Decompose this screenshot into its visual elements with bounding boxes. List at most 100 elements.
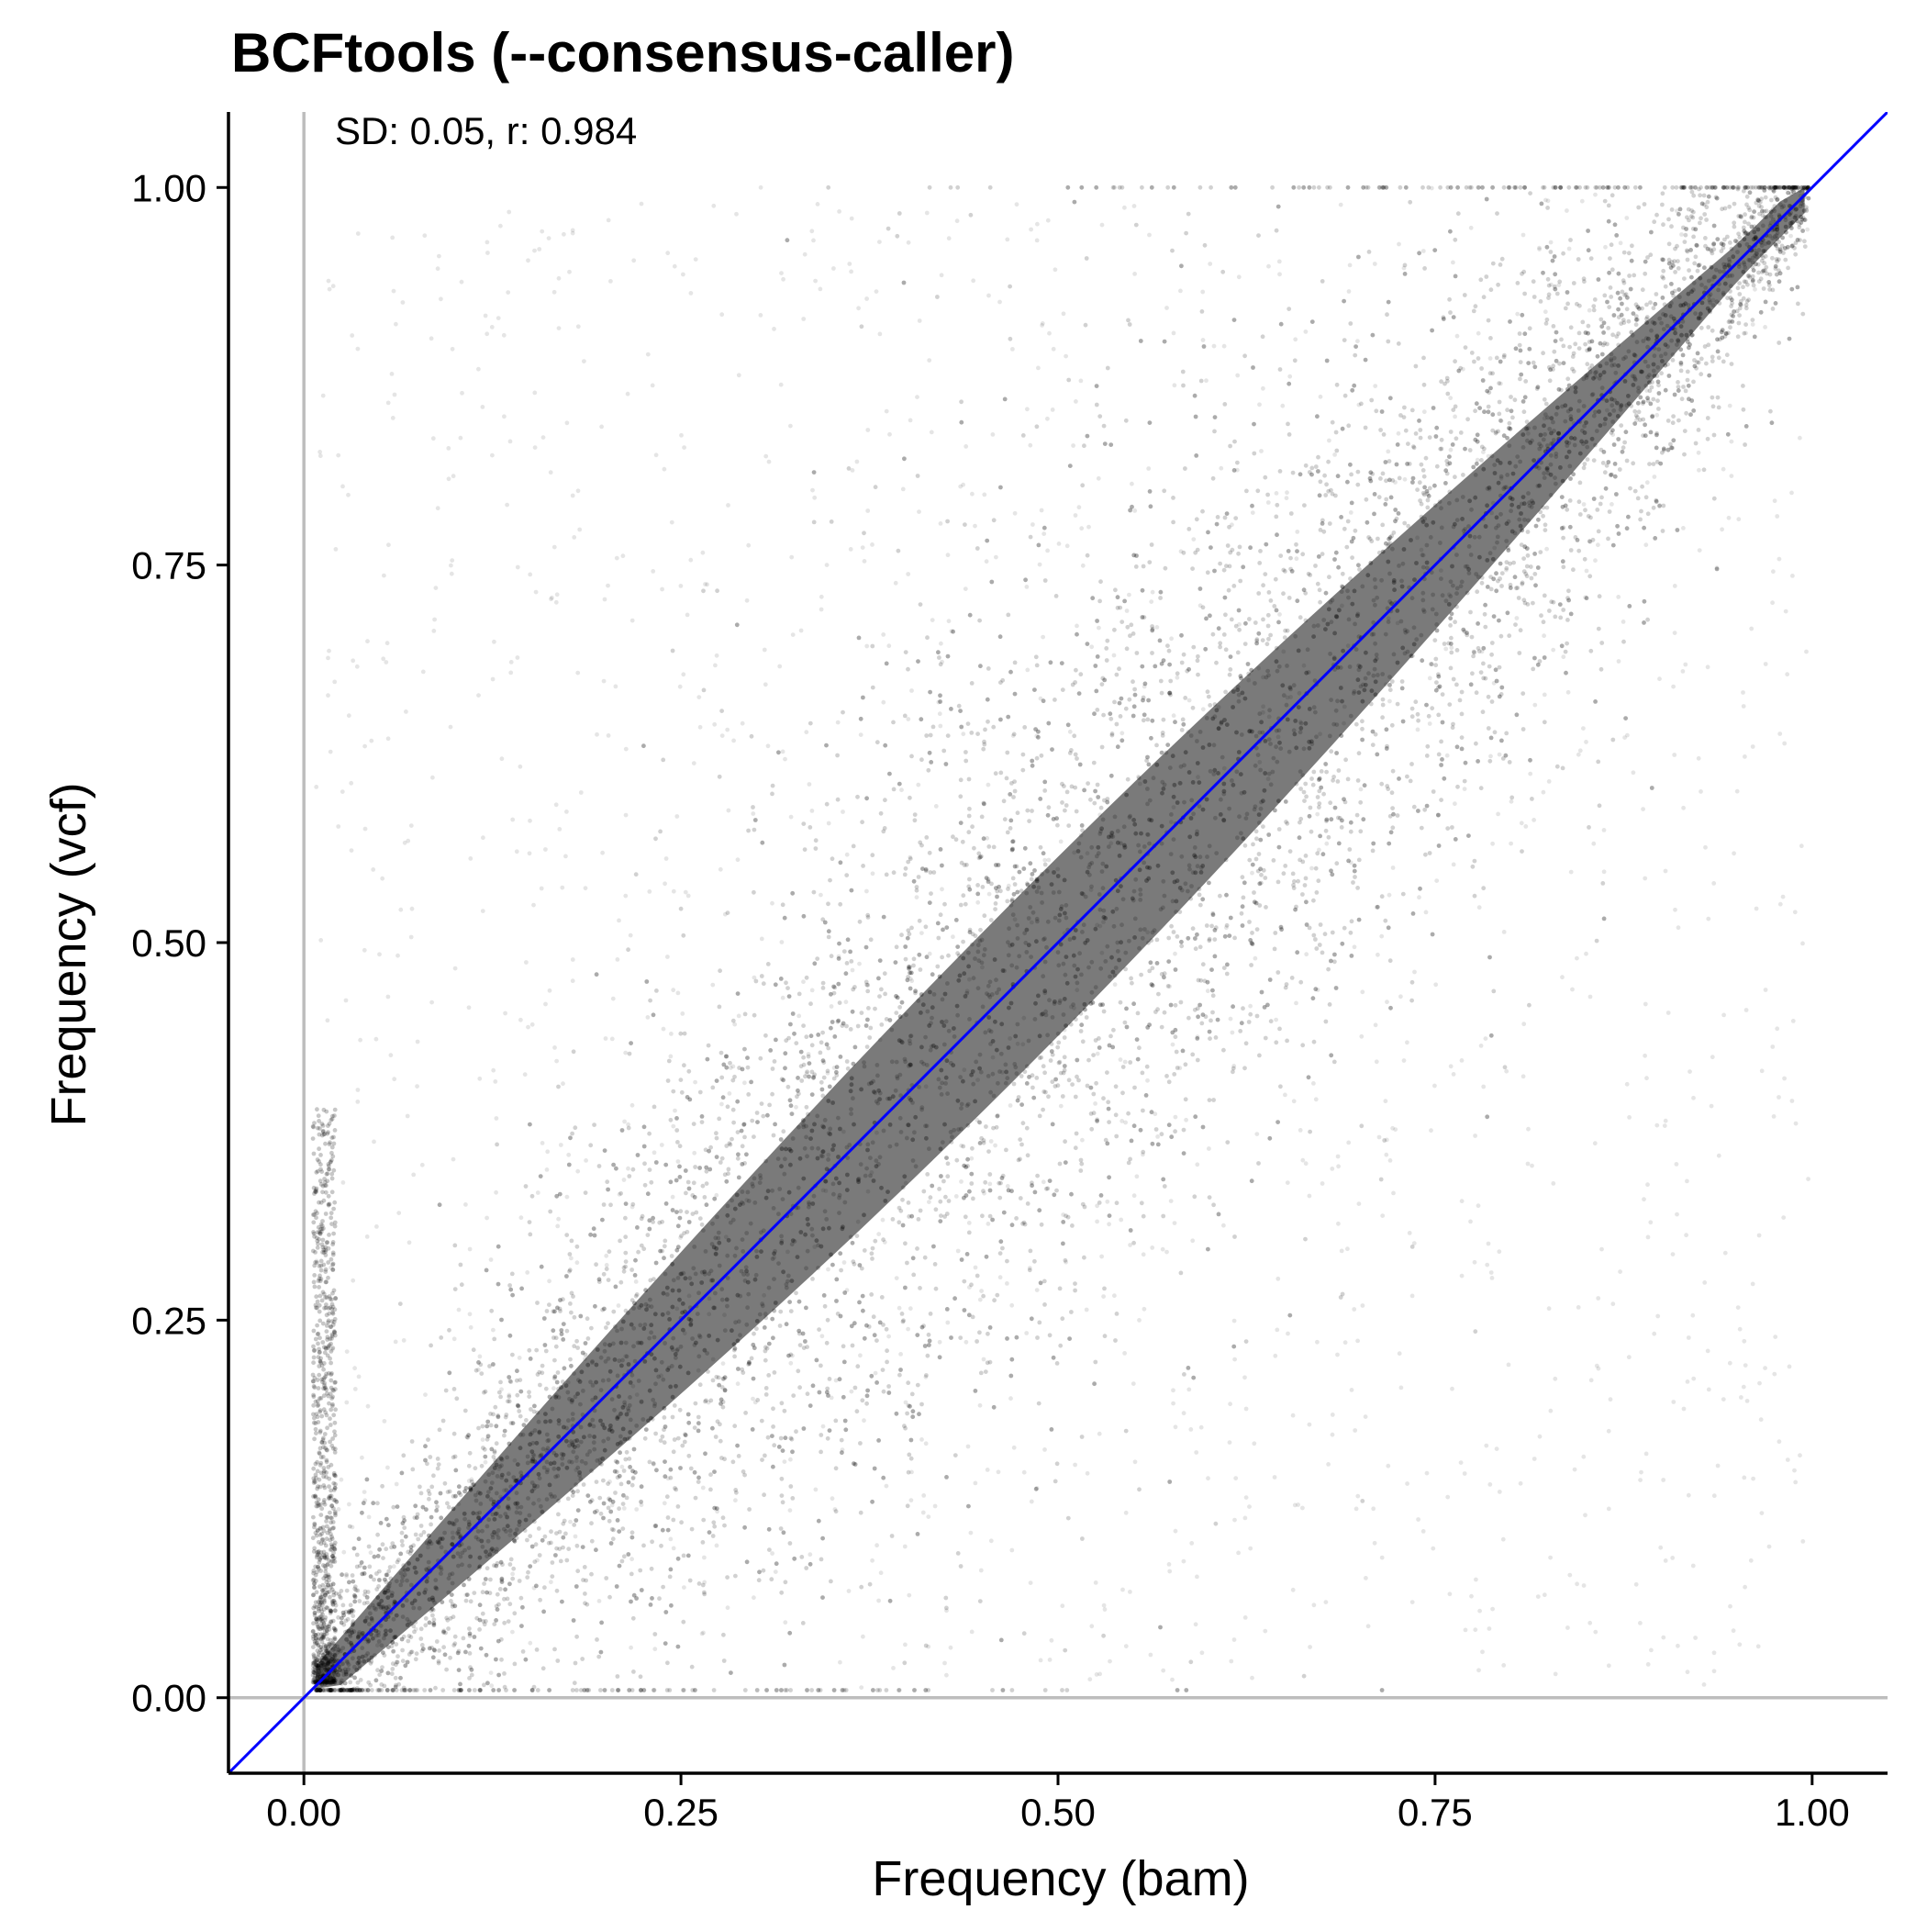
data-point bbox=[1105, 799, 1110, 805]
data-point bbox=[466, 1546, 472, 1550]
data-point bbox=[708, 1487, 713, 1492]
data-point bbox=[451, 1387, 457, 1391]
data-point bbox=[1132, 687, 1137, 692]
data-point bbox=[1447, 296, 1452, 302]
data-point bbox=[649, 1330, 653, 1335]
data-point bbox=[1565, 301, 1570, 307]
data-point bbox=[1619, 321, 1624, 326]
data-point bbox=[671, 1449, 676, 1455]
data-point bbox=[801, 1055, 806, 1060]
data-point bbox=[460, 1562, 464, 1568]
data-point bbox=[1425, 497, 1431, 503]
data-point bbox=[339, 1589, 344, 1593]
data-point bbox=[681, 1688, 685, 1692]
data-point bbox=[1291, 883, 1296, 888]
data-point bbox=[1368, 701, 1374, 707]
data-point bbox=[1729, 362, 1734, 366]
data-point bbox=[572, 1314, 577, 1320]
data-point bbox=[1710, 395, 1715, 400]
data-point bbox=[722, 1523, 727, 1528]
data-point bbox=[429, 1608, 434, 1614]
data-point bbox=[619, 1558, 625, 1564]
data-point bbox=[678, 1031, 684, 1036]
data-point bbox=[895, 1074, 899, 1079]
data-point bbox=[1254, 836, 1259, 842]
data-point bbox=[591, 1440, 596, 1446]
data-point bbox=[477, 1510, 483, 1515]
data-point bbox=[782, 1408, 787, 1413]
data-point bbox=[585, 1602, 590, 1607]
data-point bbox=[606, 1378, 611, 1382]
data-point bbox=[1489, 641, 1495, 645]
data-point bbox=[1014, 1216, 1019, 1221]
data-point bbox=[945, 519, 950, 524]
data-point bbox=[1225, 1140, 1231, 1145]
data-point bbox=[1078, 1157, 1084, 1163]
data-point bbox=[870, 685, 875, 690]
data-point bbox=[452, 1287, 458, 1291]
data-point bbox=[1800, 311, 1806, 317]
data-point bbox=[718, 1050, 724, 1055]
data-point bbox=[1512, 530, 1518, 536]
data-point bbox=[825, 1317, 830, 1323]
data-point bbox=[337, 1591, 341, 1597]
data-point bbox=[1114, 1312, 1119, 1316]
data-point bbox=[600, 1378, 606, 1383]
data-point bbox=[730, 1198, 734, 1203]
data-point bbox=[1238, 578, 1243, 584]
data-point bbox=[370, 1603, 375, 1608]
data-point bbox=[804, 1134, 808, 1140]
data-point bbox=[958, 794, 964, 799]
data-point bbox=[970, 1314, 975, 1320]
data-point bbox=[1047, 998, 1052, 1003]
data-point bbox=[730, 1459, 736, 1465]
data-point bbox=[499, 1457, 505, 1462]
data-point bbox=[1342, 526, 1347, 531]
data-point bbox=[977, 618, 982, 623]
data-point bbox=[1204, 716, 1209, 720]
data-point bbox=[1660, 202, 1665, 207]
data-point bbox=[984, 1124, 988, 1129]
data-point bbox=[1360, 726, 1364, 731]
data-point bbox=[1005, 750, 1010, 755]
data-point bbox=[1591, 458, 1597, 463]
data-point bbox=[1313, 709, 1318, 715]
data-point bbox=[1105, 944, 1110, 949]
data-point bbox=[317, 1688, 323, 1692]
data-point bbox=[1591, 304, 1597, 308]
data-point bbox=[1517, 331, 1522, 336]
data-point bbox=[965, 721, 971, 726]
data-point bbox=[912, 818, 918, 823]
data-point bbox=[1570, 354, 1576, 359]
data-point bbox=[1431, 789, 1436, 794]
data-point bbox=[993, 907, 997, 911]
data-point bbox=[1501, 184, 1507, 190]
data-point bbox=[514, 1527, 519, 1533]
data-point bbox=[370, 1618, 374, 1623]
data-point bbox=[400, 1614, 406, 1619]
data-point bbox=[431, 1617, 437, 1623]
data-point bbox=[1439, 525, 1444, 530]
data-point bbox=[1101, 712, 1106, 718]
data-point bbox=[1438, 184, 1442, 190]
data-point bbox=[1499, 584, 1504, 588]
data-point bbox=[1711, 247, 1717, 252]
data-point bbox=[954, 1157, 960, 1163]
data-point bbox=[1473, 1329, 1478, 1335]
data-point bbox=[1589, 392, 1595, 397]
data-point bbox=[1226, 587, 1231, 593]
data-point bbox=[1692, 261, 1698, 266]
data-point bbox=[866, 1324, 872, 1329]
data-point bbox=[1093, 1359, 1098, 1365]
data-point bbox=[606, 1505, 611, 1511]
data-point bbox=[1193, 946, 1198, 952]
data-point bbox=[538, 1382, 542, 1388]
data-point bbox=[1704, 218, 1709, 222]
data-point bbox=[980, 1004, 986, 1010]
data-point bbox=[493, 1404, 498, 1410]
data-point bbox=[1255, 488, 1261, 494]
data-point bbox=[1481, 676, 1487, 681]
data-point bbox=[379, 1682, 384, 1687]
data-point bbox=[863, 1173, 868, 1178]
data-point bbox=[623, 1234, 629, 1240]
